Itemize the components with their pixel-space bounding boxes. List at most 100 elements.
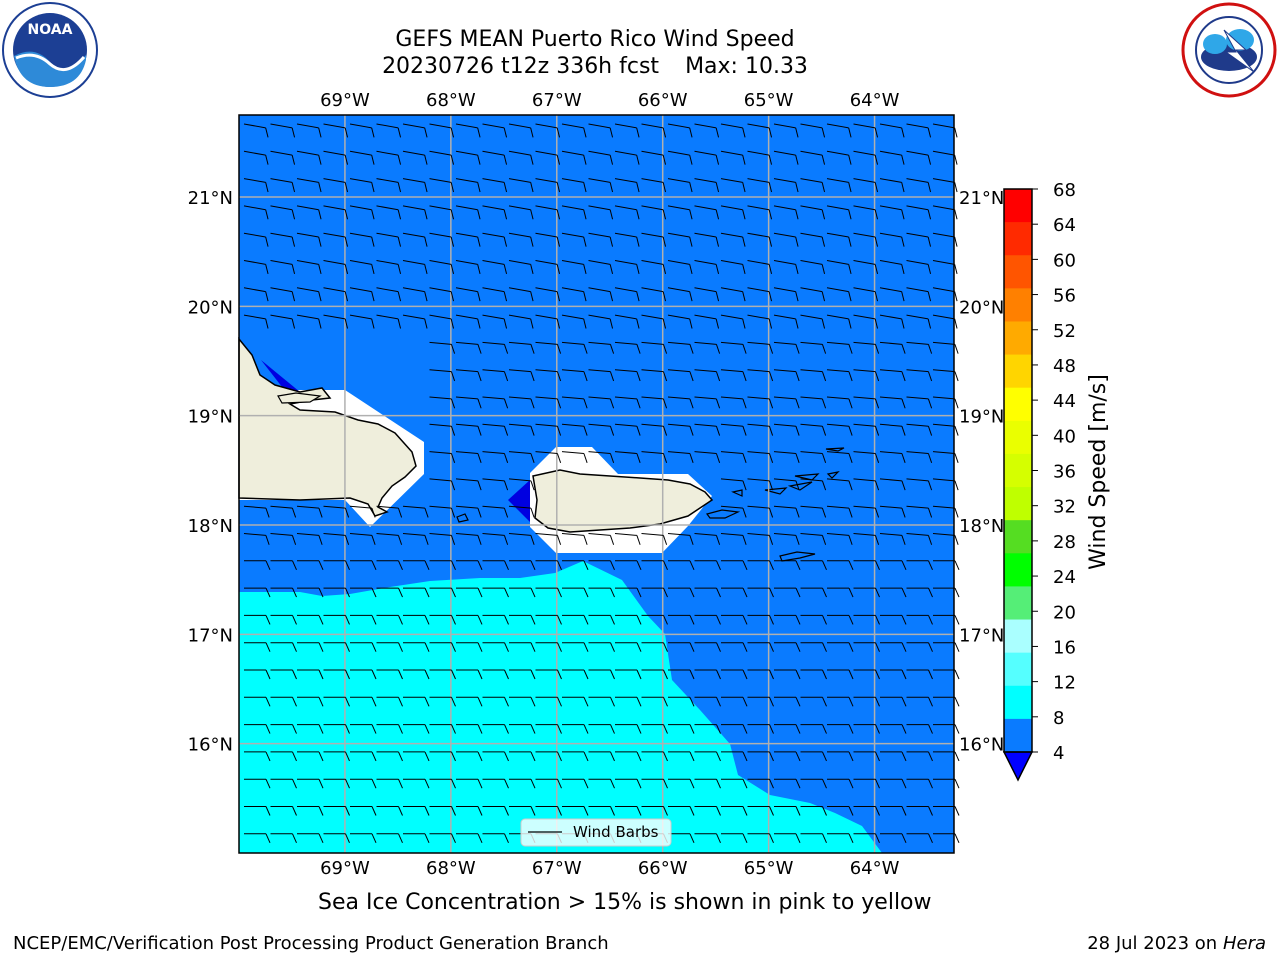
- wind-barb: [297, 833, 324, 844]
- wind-barb: [906, 751, 933, 762]
- wind-barb: [879, 369, 906, 382]
- wind-barb: [429, 341, 456, 354]
- wind-barb: [535, 614, 562, 625]
- wind-barb: [853, 533, 880, 545]
- wind-barb: [562, 696, 589, 707]
- colorbar-segment: [1004, 586, 1032, 621]
- wind-barb: [694, 396, 721, 409]
- wind-barb: [270, 232, 296, 247]
- wind-barb: [455, 533, 482, 545]
- wind-barb: [747, 806, 774, 816]
- wind-barb: [482, 369, 509, 382]
- wind-barb: [429, 751, 456, 762]
- wind-barb: [668, 833, 695, 844]
- lon-label-top: 67°W: [532, 90, 582, 111]
- wind-barb: [244, 696, 271, 707]
- wind-barb: [482, 205, 508, 220]
- wind-barb: [774, 751, 801, 762]
- wind-barb: [323, 533, 350, 545]
- wind-barb: [376, 669, 403, 680]
- wind-barb: [615, 751, 642, 762]
- wind-barb: [509, 724, 536, 734]
- wind-barb: [296, 232, 322, 247]
- wind-barb: [350, 614, 377, 625]
- wind-barb: [747, 724, 774, 734]
- wind-barb: [429, 205, 455, 220]
- lat-label-left: 20°N: [188, 297, 233, 318]
- colorbar-segment: [1004, 288, 1032, 322]
- wind-barb: [747, 150, 773, 165]
- wind-barb: [270, 314, 296, 329]
- wind-barb: [429, 396, 456, 409]
- wind-barb: [455, 423, 482, 436]
- wind-barb: [773, 478, 800, 491]
- wind-barb: [721, 614, 748, 625]
- wind-barb: [720, 287, 746, 302]
- wind-barb: [561, 205, 587, 220]
- wind-barb: [455, 314, 481, 329]
- wind-barb: [932, 341, 959, 354]
- wind-barb: [456, 833, 483, 844]
- wind-barb: [853, 669, 880, 680]
- wind-barb: [800, 478, 827, 491]
- wind-barb: [349, 505, 376, 518]
- wind-barb: [588, 287, 614, 302]
- wind-barb: [800, 150, 826, 165]
- wind-barb: [721, 833, 748, 844]
- colorbar-tick-label: 48: [1053, 356, 1076, 377]
- wind-barb: [906, 287, 932, 302]
- wind-barb: [668, 669, 695, 680]
- wind-barb: [853, 587, 880, 598]
- wind-barb: [243, 505, 270, 518]
- wind-barb: [773, 287, 799, 302]
- colorbar-tick-label: 44: [1053, 391, 1076, 412]
- wind-barb: [800, 642, 827, 652]
- lon-label-bottom: 68°W: [426, 858, 476, 879]
- wind-barb: [720, 150, 746, 165]
- wind-barb: [800, 806, 827, 816]
- wind-barb: [853, 178, 879, 193]
- wind-barb: [667, 287, 693, 302]
- wind-barb: [694, 669, 721, 680]
- wind-barb: [879, 123, 905, 138]
- wind-barb: [402, 287, 428, 302]
- wind-barb: [853, 396, 880, 409]
- wind-barb: [879, 396, 906, 409]
- wind-barb: [270, 642, 297, 652]
- wind-barb: [826, 369, 853, 382]
- wind-barb: [588, 587, 615, 598]
- wind-barb: [614, 232, 640, 247]
- wind-barb: [800, 451, 827, 463]
- wind-barb: [403, 806, 430, 816]
- wind-barb: [482, 341, 509, 354]
- puerto-rico-land: [532, 469, 714, 533]
- wind-barb: [879, 287, 905, 302]
- wind-barb: [349, 178, 375, 193]
- wind-barb: [482, 833, 509, 844]
- wind-barb: [296, 205, 322, 220]
- nws-logo: [1181, 2, 1277, 98]
- wind-barb: [376, 778, 403, 789]
- wind-barb: [667, 369, 694, 382]
- wind-barb: [429, 587, 456, 598]
- wind-barb: [429, 614, 456, 625]
- lat-label-right: 18°N: [959, 516, 1004, 537]
- colorbar-tick-label: 40: [1053, 426, 1076, 447]
- wind-barb: [297, 696, 324, 707]
- wind-barb: [747, 451, 774, 463]
- wind-barb: [800, 505, 827, 518]
- lat-label-left: 19°N: [188, 407, 233, 428]
- wind-barb: [588, 560, 615, 571]
- wind-barb: [244, 669, 271, 680]
- wind-barb: [455, 369, 482, 382]
- wind-barb: [747, 314, 773, 329]
- wind-barb: [323, 833, 350, 844]
- wind-barb: [720, 533, 747, 545]
- wind-barb: [853, 778, 880, 789]
- max-value-label: Max: 10.33: [685, 54, 808, 79]
- wind-barb: [853, 505, 880, 518]
- wind-barb: [774, 724, 801, 734]
- wind-barb: [641, 341, 668, 354]
- wind-barb: [694, 806, 721, 816]
- wind-barb: [615, 587, 642, 598]
